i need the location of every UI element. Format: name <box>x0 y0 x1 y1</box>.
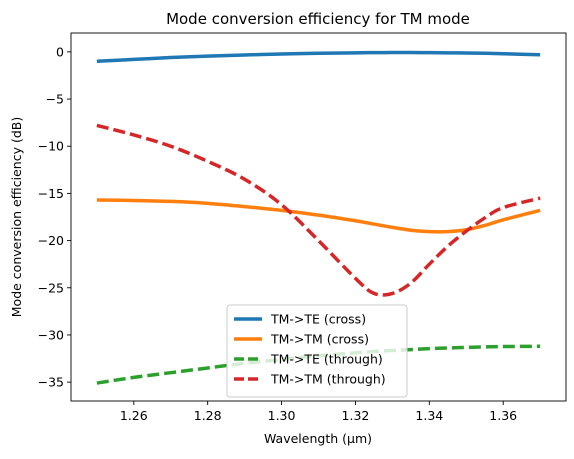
x-tick-label: 1.28 <box>194 408 222 423</box>
series-line-4 <box>96 123 541 297</box>
legend-label: TM->TM (through) <box>270 372 386 387</box>
legend-label: TM->TE (cross) <box>270 312 366 327</box>
y-tick-label: −20 <box>38 233 64 248</box>
x-axis-label: Wavelength (μm) <box>264 431 372 446</box>
y-tick-label: −35 <box>38 375 64 390</box>
y-axis-label: Mode conversion efficiency (dB) <box>9 117 24 317</box>
y-tick-label: −25 <box>38 280 64 295</box>
x-axis: 1.26 1.28 1.30 1.32 1.34 1.36 <box>120 401 517 423</box>
x-tick-label: 1.32 <box>342 408 370 423</box>
y-tick-label: −15 <box>38 186 64 201</box>
legend-label: TM->TE (through) <box>270 352 383 367</box>
series-line-1 <box>96 50 541 64</box>
x-tick-label: 1.26 <box>120 408 148 423</box>
plot-frame <box>70 32 567 402</box>
x-tick-label: 1.36 <box>489 408 517 423</box>
y-tick-label: −10 <box>38 139 64 154</box>
chart-title: Mode conversion efficiency for TM mode <box>166 10 470 28</box>
legend: TM->TE (cross) TM->TM (cross) TM->TE (thro… <box>226 304 408 398</box>
y-tick-label: 0 <box>56 44 64 59</box>
y-axis: 0 −5 −10 −15 −20 −25 −30 −35 <box>38 44 71 390</box>
legend-box <box>226 304 408 398</box>
x-tick-label: 1.30 <box>268 408 296 423</box>
y-tick-label: −5 <box>46 92 64 107</box>
x-tick-label: 1.34 <box>415 408 443 423</box>
series-line-2 <box>96 198 541 234</box>
legend-label: TM->TM (cross) <box>270 332 369 347</box>
y-tick-label: −30 <box>38 327 64 342</box>
